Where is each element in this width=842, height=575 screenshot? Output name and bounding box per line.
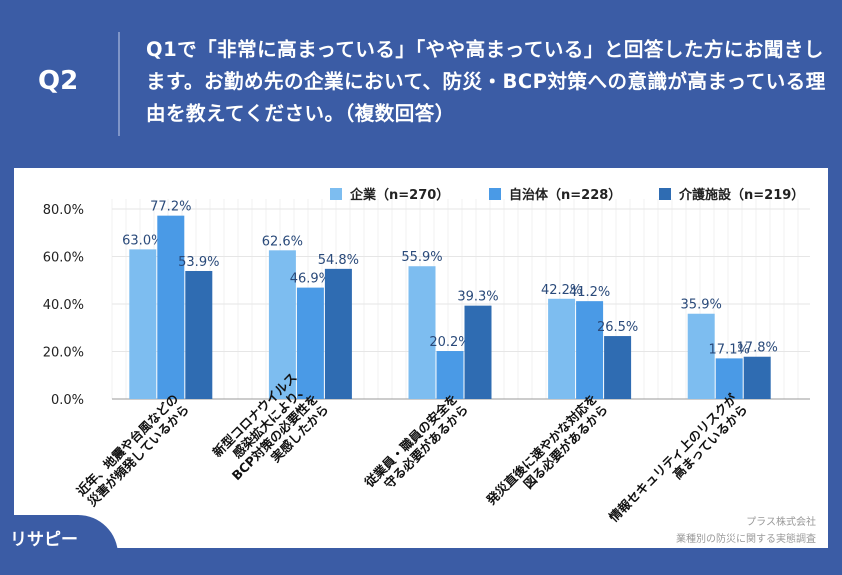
source-survey: 業種別の防災に関する実態調査 xyxy=(676,534,816,545)
data-label: 46.9% xyxy=(290,272,331,287)
data-label: 26.5% xyxy=(597,320,638,335)
logo: リサピー xyxy=(0,515,118,575)
data-label: 39.3% xyxy=(457,290,498,305)
category-label-line: 近年、地震や台風などの xyxy=(73,391,181,499)
question-text: Q1で「非常に高まっている」「やや高まっている」と回答した方にお聞きします。お勤… xyxy=(146,38,826,125)
y-tick-label: 20.0% xyxy=(43,346,84,361)
logo-text: リサピー xyxy=(10,530,78,550)
bar xyxy=(715,358,743,399)
bar xyxy=(576,301,604,399)
bar xyxy=(548,298,576,399)
category-label: 発災直後に速やかな対応を図る必要があるから xyxy=(483,391,611,519)
data-label: 62.6% xyxy=(262,234,303,249)
bar xyxy=(743,356,771,399)
bar xyxy=(324,268,352,399)
legend-swatch xyxy=(489,188,501,200)
data-label: 20.2% xyxy=(429,335,470,350)
data-label: 53.9% xyxy=(178,255,219,270)
category-label-line: 従業員・職員の安全を xyxy=(361,391,461,491)
category-label: 従業員・職員の安全を守る必要があるから xyxy=(361,391,471,501)
data-label: 17.1% xyxy=(709,342,750,357)
category-label-line: 発災直後に速やかな対応を xyxy=(483,391,600,508)
y-tick-label: 0.0% xyxy=(51,393,84,408)
data-label: 55.9% xyxy=(401,250,442,265)
bar xyxy=(687,313,715,399)
bar xyxy=(185,270,213,399)
bar-chart: 0.0% 20.0% 40.0% 60.0% 80.0% 63.0% 77.2% 53.9% 近… xyxy=(43,187,810,536)
bar xyxy=(296,287,324,399)
data-label: 35.9% xyxy=(681,298,722,313)
data-label: 77.2% xyxy=(150,200,191,215)
bar xyxy=(157,215,185,399)
divider xyxy=(118,32,120,136)
bar xyxy=(464,305,492,399)
data-label: 63.0% xyxy=(122,233,163,248)
category-label-line: 情報セキュリティ上のリスクが xyxy=(606,391,740,525)
data-label: 41.2% xyxy=(569,285,610,300)
bar xyxy=(436,351,464,399)
bar xyxy=(408,266,436,399)
legend-label: 介護施設（n=219） xyxy=(678,187,804,203)
bar xyxy=(604,336,632,399)
category-label-line: 災害が頻発しているから xyxy=(84,402,192,510)
data-label: 54.8% xyxy=(318,253,359,268)
bar xyxy=(129,249,157,399)
legend-swatch xyxy=(330,188,342,200)
y-tick-label: 40.0% xyxy=(43,298,84,313)
data-label: 17.8% xyxy=(737,341,778,356)
question-badge: Q2 xyxy=(38,66,79,96)
y-tick-label: 80.0% xyxy=(43,203,84,218)
bar xyxy=(268,250,296,399)
data-label: 42.2% xyxy=(541,283,582,298)
y-tick-label: 60.0% xyxy=(43,251,84,266)
legend-label: 企業（n=270） xyxy=(349,187,449,203)
category-label: 情報セキュリティ上のリスクが高まっているから xyxy=(606,391,751,536)
legend-label: 自治体（n=228） xyxy=(509,187,621,203)
legend-swatch xyxy=(659,188,671,200)
category-label: 近年、地震や台風などの災害が頻発しているから xyxy=(73,391,192,510)
source-company: プラス株式会社 xyxy=(746,517,816,528)
